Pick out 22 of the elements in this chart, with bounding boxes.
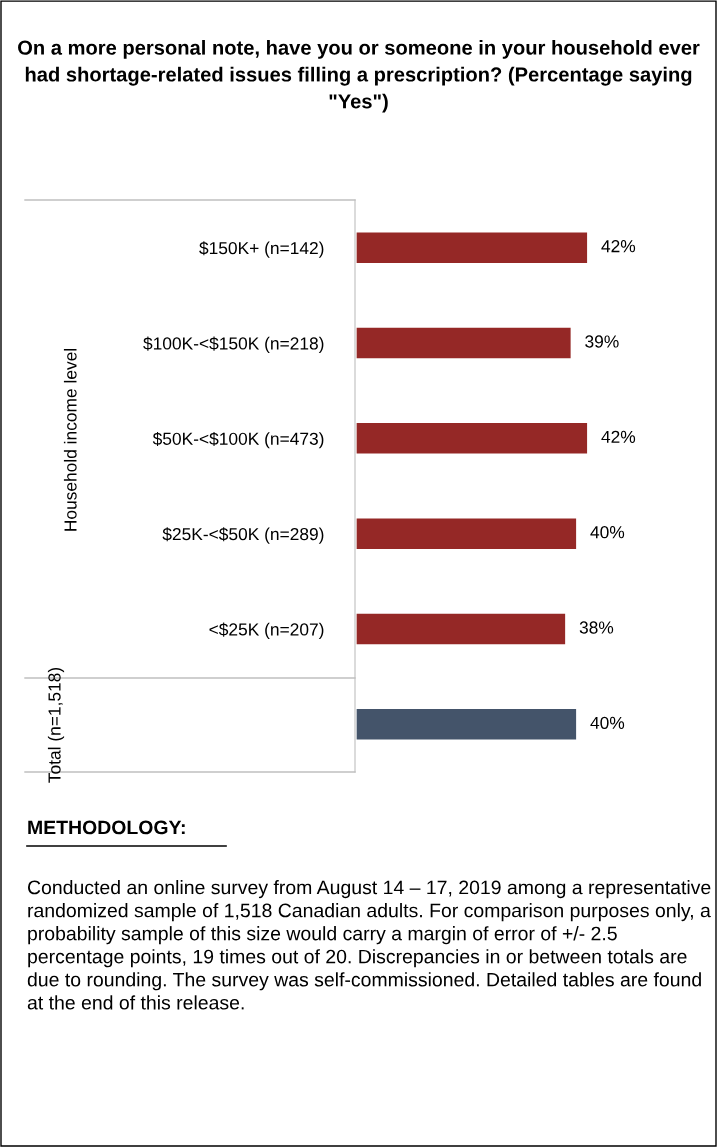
y-tick-label: <$25K (n=207) (209, 622, 324, 640)
data-label: 42% (601, 240, 636, 253)
y-tick-label: $150K+ (n=142) (199, 241, 324, 258)
data-label: 40% (590, 526, 625, 539)
bar (356, 613, 566, 645)
y-tick-label: $50K-<$100K (n=473) (152, 431, 324, 449)
y-tick-label: $25K-<$50K (n=289) (162, 527, 324, 544)
data-label: 39% (585, 335, 619, 348)
text: METHODOLOGY: (28, 820, 185, 835)
bar (356, 423, 588, 454)
y-tick-label: $100K-<$150K (n=218) (143, 336, 324, 354)
chart-title: On a more personal note, have you or someone in your household ever had shortage-related issues filling a prescription? (Percentage saying "Yes") (18, 40, 700, 113)
bar (356, 232, 588, 263)
text: Total (n=1,518) (47, 667, 65, 783)
data-label: 40% (590, 716, 625, 729)
bar (356, 327, 571, 359)
bar (356, 709, 577, 740)
bar (356, 518, 577, 549)
data-label: 42% (601, 430, 636, 443)
data-label: 38% (579, 621, 614, 634)
text: Household income level (63, 348, 77, 531)
text: Conducted an online survey from August 14 – 17, 2019 among a representative randomized sample of 1,518 Canadian adults. For comparison purposes only, a probability sample of this size would carry a margin of error of +/- 2.5 percentage points, 19 times out of 20. Discrepancies in or between totals are due to rounding. The survey was self-commissioned. Detailed tables are found at the end of this release. (27, 880, 711, 1010)
